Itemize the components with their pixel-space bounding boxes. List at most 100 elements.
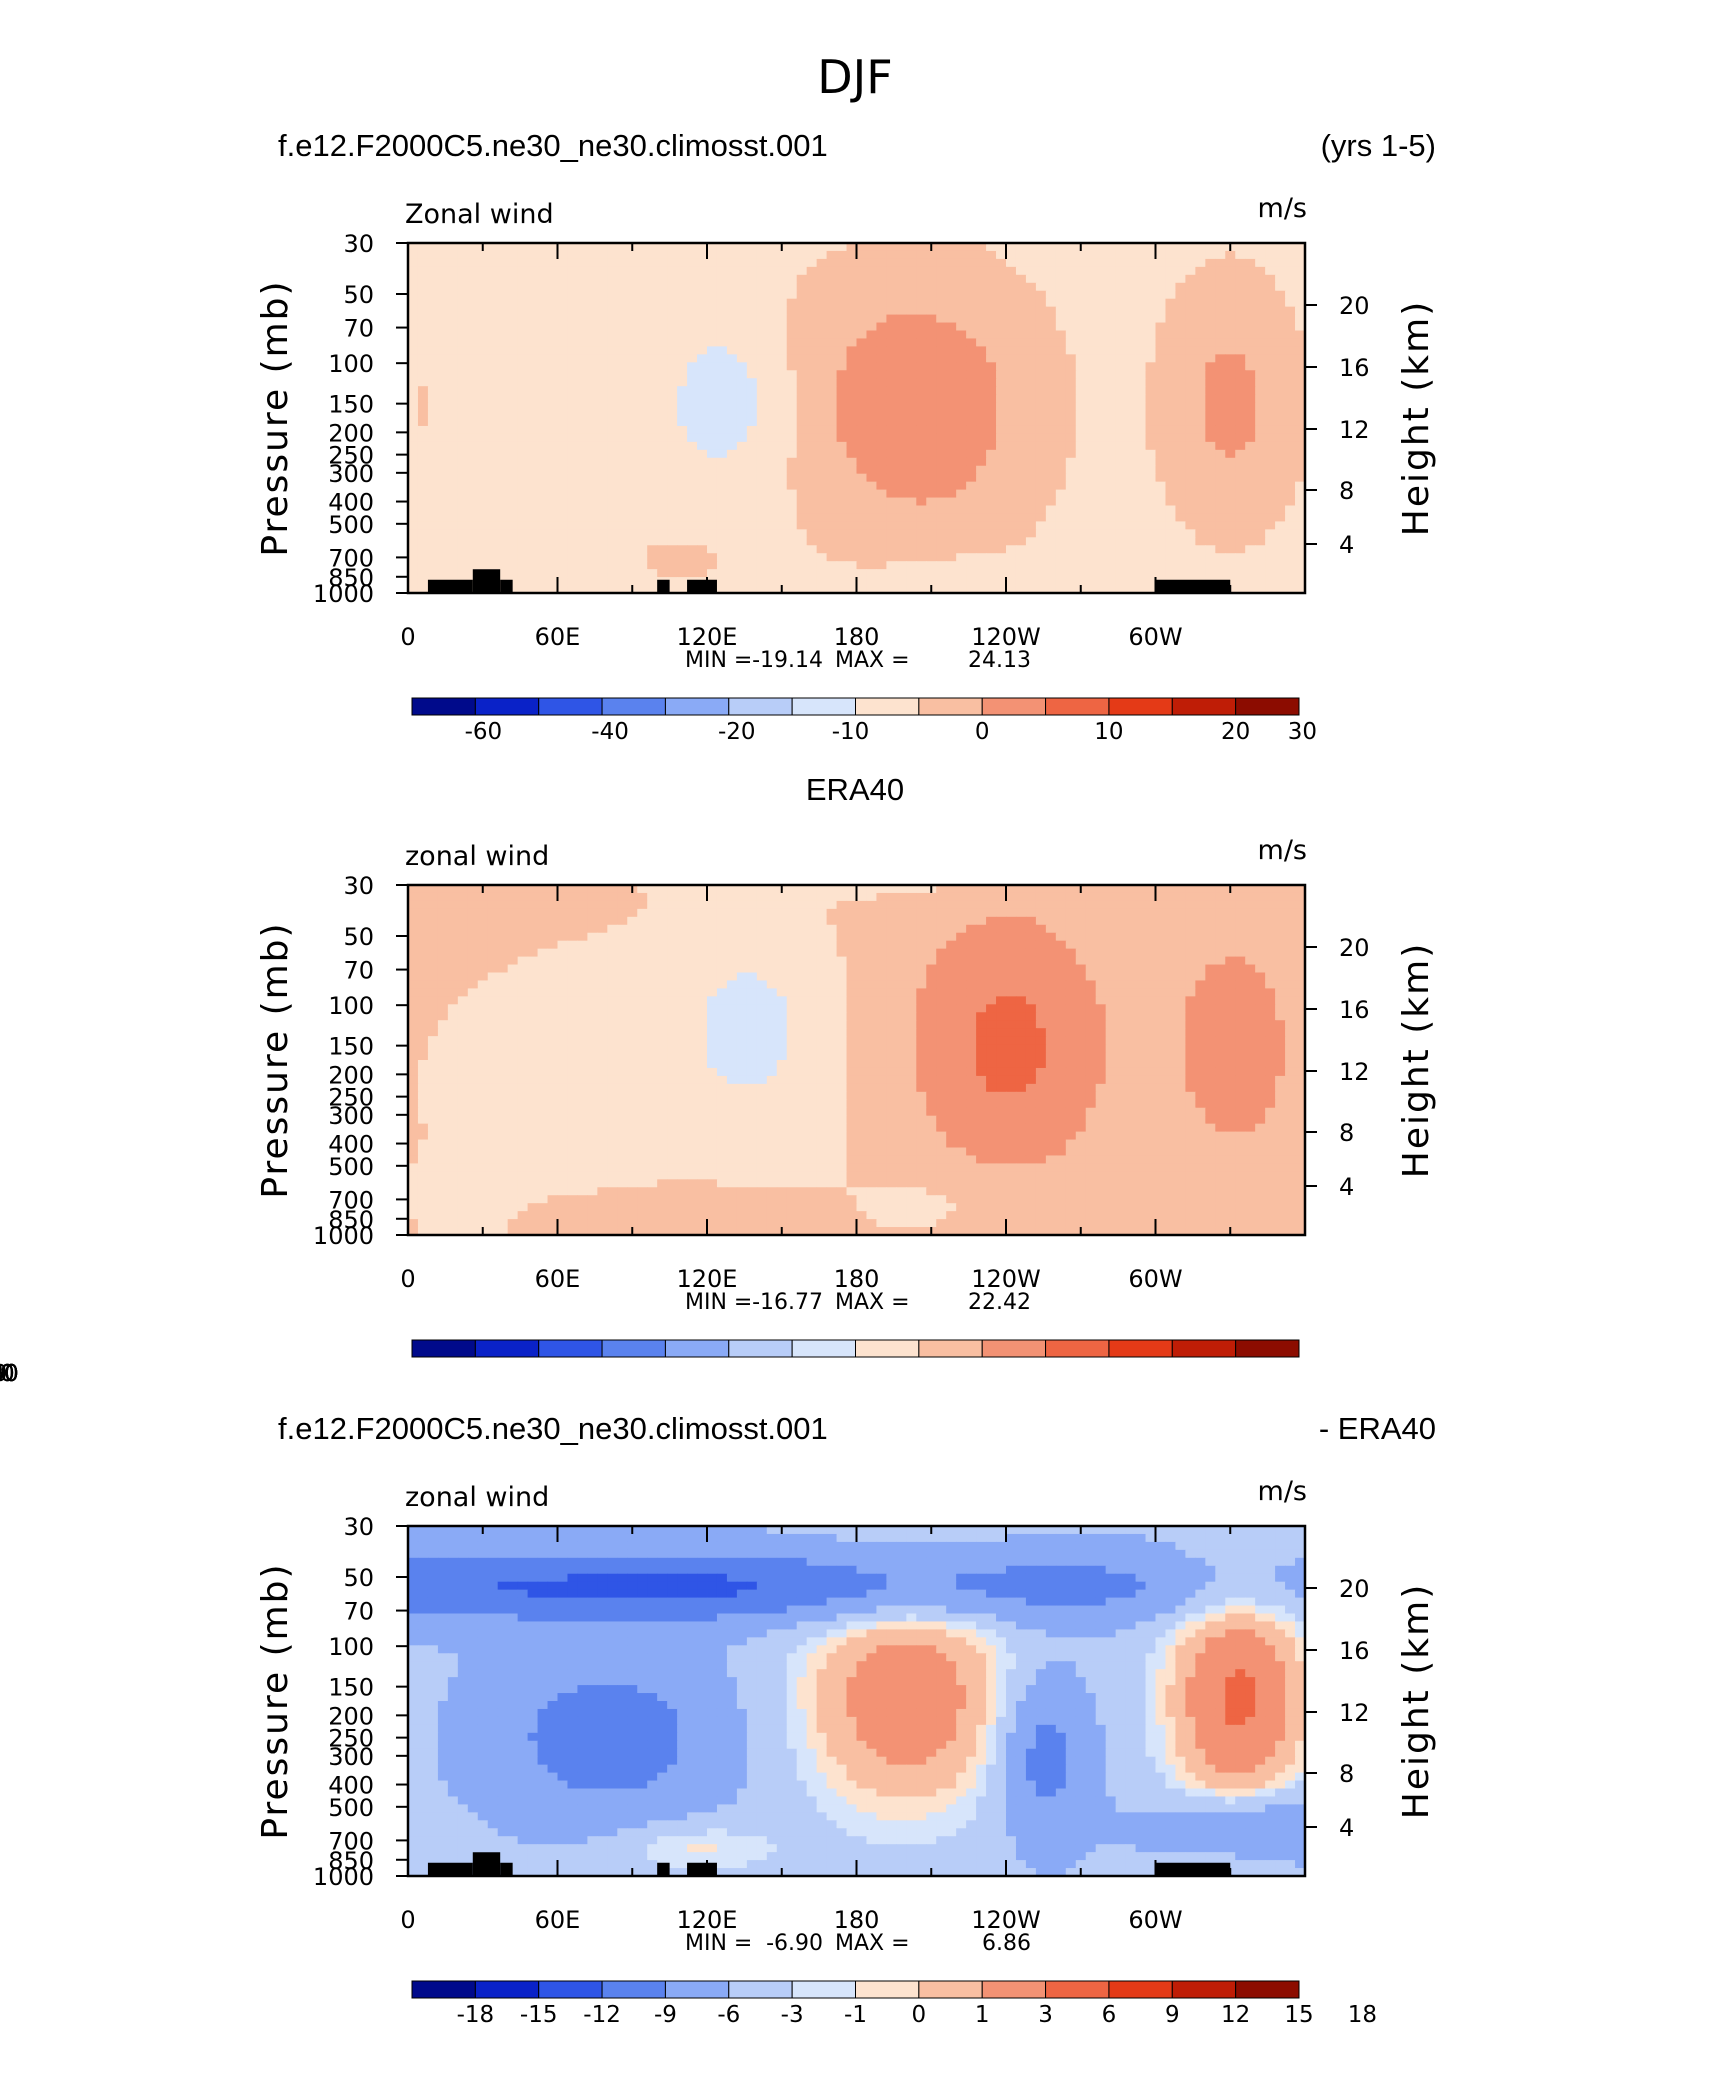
field-cell — [966, 537, 977, 546]
field-cell — [458, 386, 469, 395]
field-cell — [1175, 291, 1186, 300]
field-cell — [577, 917, 588, 926]
field-cell — [577, 410, 588, 419]
field-cell — [468, 521, 479, 530]
field-cell — [876, 426, 887, 435]
field-cell — [1165, 909, 1176, 918]
field-cell — [1156, 957, 1167, 966]
field-cell — [1285, 370, 1296, 379]
field-cell — [567, 561, 578, 570]
field-cell — [837, 338, 848, 347]
field-cell — [637, 474, 648, 483]
field-cell — [508, 394, 519, 403]
field-cell — [956, 577, 967, 586]
field-cell — [1136, 426, 1147, 435]
topography-block — [428, 580, 473, 593]
field-cell — [647, 315, 658, 324]
field-cell — [597, 259, 608, 268]
field-cell — [757, 521, 768, 530]
field-cell — [438, 513, 449, 522]
field-cell — [548, 331, 559, 340]
field-cell — [727, 323, 738, 332]
field-cell — [458, 243, 469, 252]
field-cell — [567, 267, 578, 276]
field-cell — [577, 267, 588, 276]
field-cell — [837, 482, 848, 491]
field-cell — [976, 513, 987, 522]
field-cell — [1225, 553, 1236, 562]
field-cell — [607, 466, 618, 475]
field-cell — [1215, 346, 1226, 355]
field-cell — [1046, 577, 1057, 586]
field-cell — [717, 275, 728, 284]
field-cell — [1185, 450, 1196, 459]
field-cell — [1016, 299, 1027, 308]
field-cell — [408, 275, 419, 284]
field-cell — [737, 561, 748, 570]
field-cell — [577, 323, 588, 332]
field-cell — [1275, 307, 1286, 316]
field-cell — [886, 482, 897, 491]
field-cell — [807, 267, 818, 276]
field-cell — [787, 442, 798, 451]
field-cell — [866, 529, 877, 538]
field-cell — [857, 498, 868, 507]
field-cell — [916, 331, 927, 340]
field-cell — [866, 513, 877, 522]
field-cell — [737, 553, 748, 562]
field-cell — [587, 909, 598, 918]
field-cell — [1106, 933, 1117, 942]
field-cell — [488, 267, 499, 276]
field-cell — [1086, 529, 1097, 538]
field-cell — [1046, 378, 1057, 387]
field-cell — [528, 537, 539, 546]
field-cell — [657, 917, 668, 926]
field-cell — [926, 909, 937, 918]
field-cell — [567, 291, 578, 300]
field-cell — [518, 498, 529, 507]
field-cell — [747, 402, 758, 411]
field-cell — [866, 243, 877, 252]
field-cell — [498, 315, 509, 324]
field-cell — [418, 965, 429, 974]
field-cell — [637, 275, 648, 284]
field-cell — [807, 925, 818, 934]
field-cell — [488, 394, 499, 403]
field-cell — [528, 513, 539, 522]
field-cell — [548, 537, 559, 546]
field-cell — [1046, 283, 1057, 292]
field-cell — [707, 243, 718, 252]
field-cell — [1235, 259, 1246, 268]
field-cell — [617, 901, 628, 910]
field-cell — [458, 251, 469, 260]
field-cell — [647, 450, 658, 459]
field-cell — [458, 917, 469, 926]
field-cell — [1215, 410, 1226, 419]
field-cell — [956, 490, 967, 499]
field-cell — [1245, 901, 1256, 910]
field-cell — [1285, 331, 1296, 340]
field-cell — [1116, 901, 1127, 910]
field-cell — [448, 466, 459, 475]
field-cell — [1046, 426, 1057, 435]
field-cell — [687, 354, 698, 363]
field-cell — [1096, 513, 1107, 522]
field-cell — [946, 442, 957, 451]
field-cell — [986, 251, 997, 260]
field-cell — [1225, 275, 1236, 284]
field-cell — [876, 450, 887, 459]
field-cell — [1165, 267, 1176, 276]
field-cell — [1146, 917, 1157, 926]
field-cell — [1016, 338, 1027, 347]
field-cell — [1275, 434, 1286, 443]
field-cell — [458, 307, 469, 316]
field-cell — [926, 299, 937, 308]
field-cell — [797, 569, 808, 578]
field-cell — [996, 434, 1007, 443]
field-cell — [1106, 442, 1117, 451]
field-cell — [1116, 577, 1127, 586]
field-cell — [787, 577, 798, 586]
field-cell — [1046, 545, 1057, 554]
field-cell — [657, 909, 668, 918]
field-cell — [847, 315, 858, 324]
